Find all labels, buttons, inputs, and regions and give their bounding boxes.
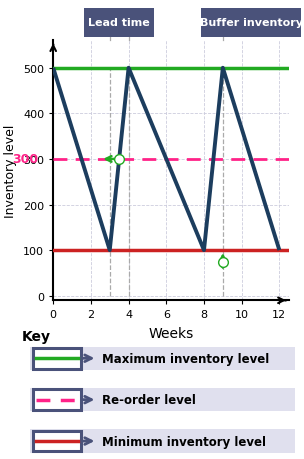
Text: Key: Key bbox=[21, 330, 50, 343]
X-axis label: Weeks: Weeks bbox=[148, 326, 194, 341]
Text: 300: 300 bbox=[12, 153, 38, 166]
Text: Minimum inventory level: Minimum inventory level bbox=[102, 435, 266, 448]
Text: Re-order level: Re-order level bbox=[102, 393, 196, 406]
FancyBboxPatch shape bbox=[33, 390, 81, 410]
Text: Lead time: Lead time bbox=[88, 18, 150, 28]
FancyBboxPatch shape bbox=[33, 348, 81, 369]
FancyBboxPatch shape bbox=[30, 388, 295, 411]
FancyBboxPatch shape bbox=[30, 347, 295, 370]
Y-axis label: Inventory level: Inventory level bbox=[5, 124, 18, 218]
Text: Buffer inventory: Buffer inventory bbox=[200, 18, 302, 28]
Text: Maximum inventory level: Maximum inventory level bbox=[102, 352, 269, 365]
FancyBboxPatch shape bbox=[30, 430, 295, 453]
FancyBboxPatch shape bbox=[33, 431, 81, 451]
